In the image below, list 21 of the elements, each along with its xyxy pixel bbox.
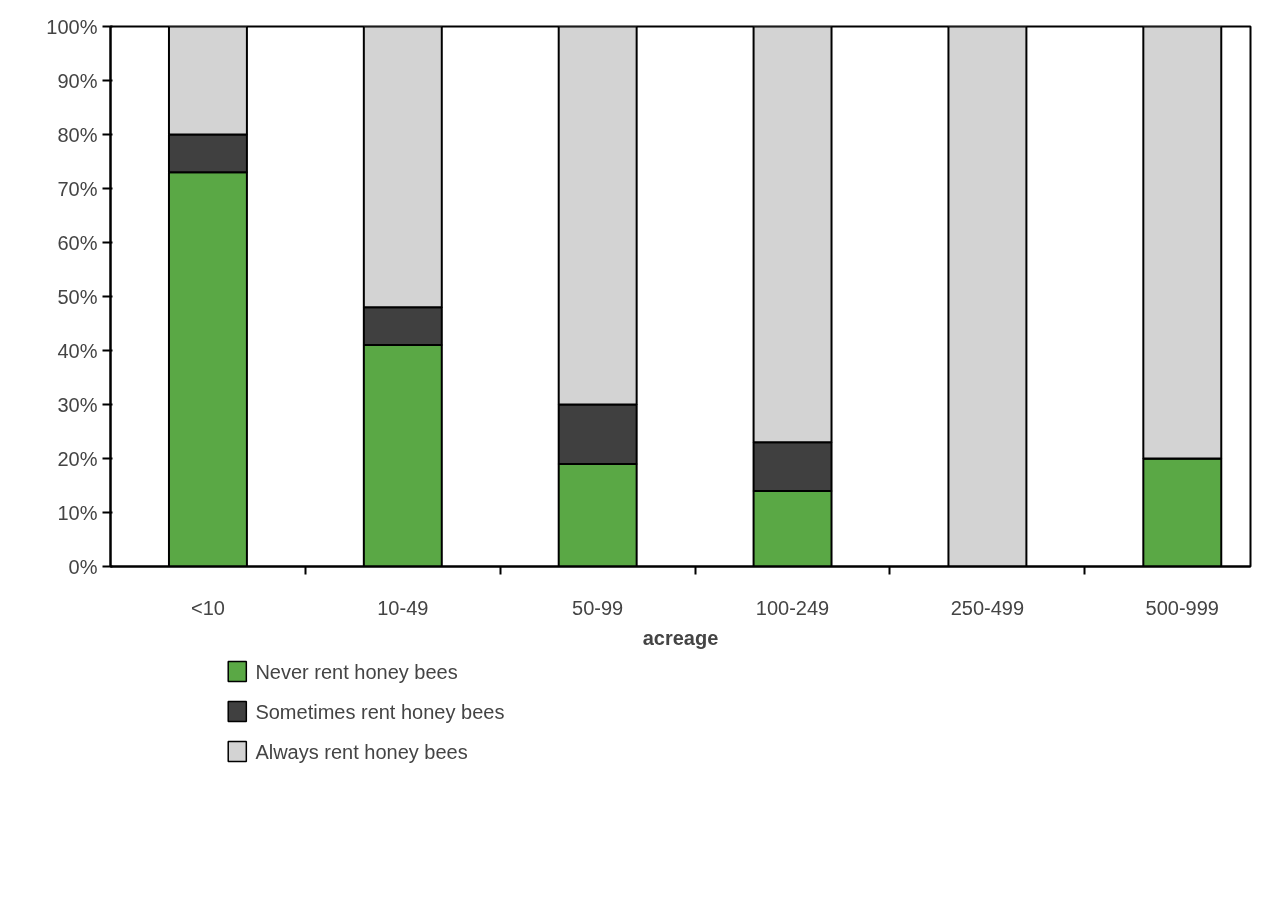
y-tick-label: 60% [57, 231, 98, 254]
y-tick-label: 80% [57, 123, 98, 146]
y-tick-label: 10% [57, 501, 98, 524]
legend-label: Always rent honey bees [255, 740, 468, 763]
y-tick-label: 90% [57, 69, 98, 92]
legend-label: Sometimes rent honey bees [255, 700, 505, 723]
x-tick-label: 100-249 [755, 596, 830, 619]
x-tick-label: 50-99 [572, 596, 624, 619]
x-tick-label: 500-999 [1145, 596, 1219, 619]
y-tick-label: 30% [57, 393, 98, 416]
y-tick-label: 70% [57, 177, 98, 200]
y-tick-label: 50% [57, 285, 98, 308]
y-tick-label: 40% [57, 339, 98, 362]
y-tick-label: 0% [68, 555, 98, 578]
legend-label: Never rent honey bees [255, 660, 458, 683]
y-tick-label: 100% [46, 15, 98, 38]
x-tick-label: 10-49 [377, 596, 429, 619]
x-tick-label: <10 [190, 596, 225, 619]
x-axis-title: acreage [642, 626, 719, 649]
x-tick-label: 250-499 [950, 596, 1025, 619]
y-tick-label: 20% [57, 447, 98, 470]
